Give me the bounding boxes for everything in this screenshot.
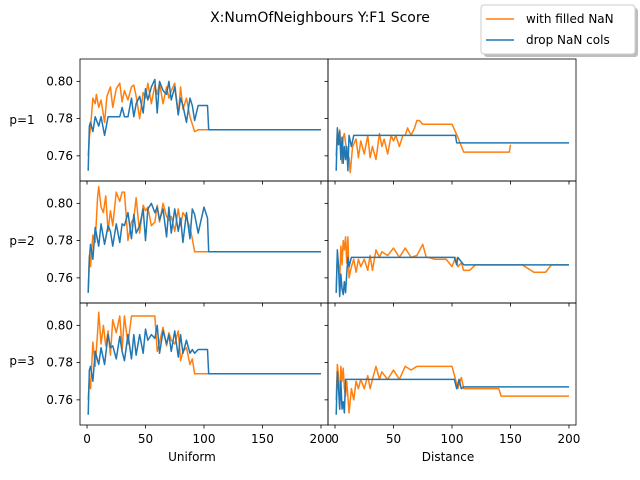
panel-p-1-uniform-series-drop-nan-cols: [87, 78, 321, 171]
panel-p-1-uniform-ytick-label: 0.78: [46, 112, 73, 126]
panel-p-2-distance: [324, 180, 577, 307]
panel-p-1-uniform-series-with-filled-nan: [87, 82, 321, 156]
legend-entry-drop-nan: drop NaN cols: [526, 33, 610, 47]
panel-p-3-uniform-xtick-label: 150: [251, 432, 274, 446]
chart-title: X:NumOfNeighbours Y:F1 Score: [210, 10, 430, 26]
panel-p-1-uniform-ytick-label: 0.76: [46, 149, 73, 163]
legend: with filled NaN drop NaN cols: [480, 4, 638, 57]
panel-p-2-distance-series-with-filled-nan: [335, 236, 569, 293]
panel-p-3-distance-series-drop-nan-cols: [335, 371, 569, 415]
row-label-p3: p=3: [9, 354, 34, 368]
panel-p-3-uniform-xtick-label: 0: [83, 432, 91, 446]
panel-p-1-distance-series-with-filled-nan: [335, 119, 512, 174]
panel-p-3-uniform-xtick-label: 50: [138, 432, 153, 446]
panel-p-3-uniform-xtick-label: 100: [193, 432, 216, 446]
panel-p-2-uniform-ytick-label: 0.80: [46, 196, 73, 210]
panel-p-3-uniform-xtick-label: 200: [310, 432, 333, 446]
legend-box: [480, 4, 636, 55]
panel-p-3-uniform: 0.76 0.78 0.80 0 50 100 150 200: [46, 302, 333, 446]
panel-p-1-distance: [324, 58, 577, 185]
panel-p-2-uniform: 0.76 0.78 0.80: [46, 180, 329, 307]
panel-p-3-distance-xtick-label: 100: [441, 432, 464, 446]
panel-p-3-uniform-ytick-label: 0.80: [46, 318, 73, 332]
panel-p-1-uniform-ytick-label: 0.80: [46, 74, 73, 88]
panel-p-2-uniform-series-drop-nan-cols: [87, 202, 321, 293]
panel-p-3-distance-xtick-label: 200: [558, 432, 581, 446]
panel-p-3-distance: 0 50 100 150 200: [324, 302, 581, 446]
panel-p-3-distance-xtick-label: 0: [331, 432, 339, 446]
panel-grid: 0.76 0.78 0.80 0.76 0.78 0.80 0.76 0.78 0.80 0 50 1…: [46, 58, 581, 446]
panel-p-3-uniform-series-with-filled-nan: [87, 311, 321, 400]
panel-p-2-uniform-ytick-label: 0.78: [46, 234, 73, 248]
panel-p-3-uniform-ytick-label: 0.76: [46, 393, 73, 407]
panel-p-2-uniform-ytick-label: 0.76: [46, 271, 73, 285]
panel-p-2-distance-series-drop-nan-cols: [335, 249, 569, 298]
panel-p-3-distance-xtick-label: 50: [386, 432, 401, 446]
column-label-distance: Distance: [422, 450, 474, 464]
panel-p-3-uniform-ytick-label: 0.78: [46, 356, 73, 370]
legend-entry-filled-nan: with filled NaN: [526, 12, 614, 26]
panel-p-3-distance-xtick-label: 150: [499, 432, 522, 446]
panel-p-3-uniform-series-drop-nan-cols: [87, 324, 321, 415]
row-label-p1: p=1: [9, 113, 34, 127]
column-label-uniform: Uniform: [168, 450, 216, 464]
row-label-p2: p=2: [9, 234, 34, 248]
panel-p-1-distance-series-drop-nan-cols: [335, 127, 569, 172]
